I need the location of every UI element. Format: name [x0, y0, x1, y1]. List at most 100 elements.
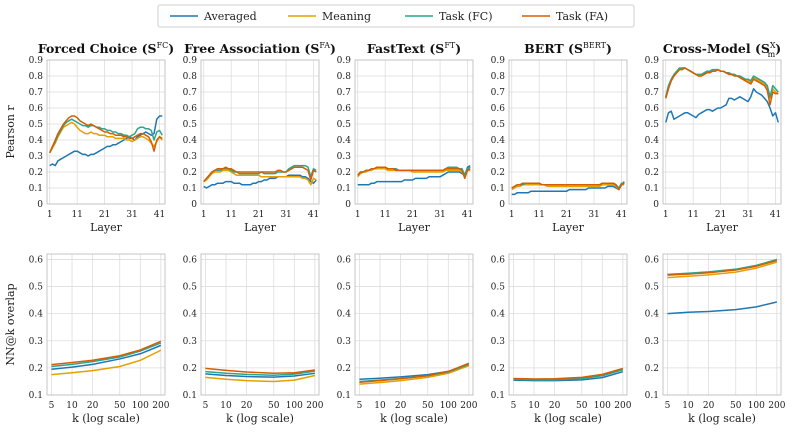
x-tick-label: 50	[576, 401, 588, 411]
x-tick-label: 5	[665, 401, 671, 411]
series-line-task-fa	[357, 166, 471, 180]
x-tick-label: 20	[87, 401, 99, 411]
x-tick-label: 200	[768, 401, 785, 411]
y-tick-label: 0.5	[29, 283, 44, 293]
panel-knn-3: 0.1 0.2 0.3 0.4 0.5 0.6 5 10 20 50 100 200 k (log sc…	[337, 253, 478, 425]
y-axis-label: Pearson r	[4, 105, 17, 159]
x-tick-label: 200	[460, 401, 477, 411]
axes-frame	[508, 59, 628, 205]
x-tick-label: 31	[434, 210, 445, 220]
y-tick-label: 0.6	[337, 255, 352, 265]
y-tick-label: 0.2	[337, 364, 351, 374]
y-tick-label: 0.4	[491, 310, 506, 320]
y-tick-label: 0.8	[491, 72, 506, 82]
x-tick-label: 50	[114, 401, 126, 411]
y-tick-label: 0.5	[29, 120, 44, 130]
axes-frame	[200, 59, 320, 205]
x-tick-label: 31	[742, 210, 753, 220]
y-tick-label: 0.4	[29, 310, 44, 320]
x-tick-label: 100	[440, 401, 457, 411]
y-tick-label: 0.9	[645, 56, 660, 66]
x-tick-label: 100	[132, 401, 149, 411]
y-tick-label: 0.6	[645, 104, 660, 114]
x-tick-label: 10	[374, 401, 386, 411]
x-axis-label: k (log scale)	[534, 412, 602, 425]
x-tick-label: 41	[770, 210, 781, 220]
panel-knn-2: 0.1 0.2 0.3 0.4 0.5 0.6 5 10 20 50 100 200 k (log sc…	[183, 253, 324, 425]
series-line-task-fc	[49, 118, 163, 154]
legend-frame	[157, 4, 635, 28]
series-line-task-fa	[665, 67, 779, 106]
series-line-meaning	[667, 261, 778, 279]
panel-layer-3: 00.10.20.30.40.50.60.70.80.91 11 21 31 41Lay…	[337, 41, 474, 234]
y-tick-label: 0.7	[183, 88, 198, 98]
x-tick-label: 1	[355, 210, 361, 220]
series-line-task-fc	[51, 342, 162, 368]
y-tick-label: 0.4	[645, 310, 660, 320]
legend-label: Task (FA)	[556, 10, 608, 23]
x-tick-label: 31	[588, 210, 599, 220]
y-tick-label: 0.6	[337, 104, 352, 114]
x-tick-label: 1	[663, 210, 669, 220]
x-tick-label: 10	[220, 401, 232, 411]
y-tick-label: 0.1	[645, 391, 659, 401]
legend-item: Meaning	[288, 10, 371, 23]
axes-frame	[46, 253, 166, 396]
y-tick-label: 0.1	[29, 184, 43, 194]
y-tick-label: 0.3	[337, 337, 352, 347]
x-tick-label: 20	[549, 401, 561, 411]
y-tick-label: 0.1	[29, 391, 43, 401]
x-tick-label: 5	[49, 401, 55, 411]
x-tick-label: 200	[614, 401, 631, 411]
x-tick-label: 11	[379, 210, 390, 220]
y-tick-label: 0.3	[29, 152, 44, 162]
x-axis-label: Layer	[706, 221, 739, 234]
y-tick-label: 0.7	[491, 88, 506, 98]
y-tick-label: 0.2	[491, 168, 505, 178]
y-tick-label: 0.2	[645, 168, 659, 178]
axes-frame	[200, 253, 320, 396]
y-tick-label: 0.4	[29, 136, 44, 146]
y-tick-label: 0.6	[29, 255, 44, 265]
y-tick-label: 0.4	[645, 136, 660, 146]
y-tick-label: 0.5	[337, 283, 352, 293]
x-tick-label: 21	[407, 210, 418, 220]
x-axis-label: Layer	[552, 221, 585, 234]
legend: Averaged Meaning Task (FC) Task (FA)	[157, 4, 635, 28]
series-line-task-fa	[205, 367, 315, 375]
y-tick-label: 0.6	[645, 255, 660, 265]
y-tick-label: 0.2	[29, 168, 43, 178]
axes-frame	[662, 59, 782, 205]
y-tick-label: 0.1	[183, 391, 197, 401]
panel-layer-2: 00.10.20.30.40.50.60.70.80.91 11 21 31 41Lay…	[183, 41, 336, 234]
y-tick-label: 0.4	[337, 310, 352, 320]
series-line-task-fa	[511, 182, 625, 191]
y-tick-label: 0.5	[491, 283, 506, 293]
y-tick-label: 0.4	[183, 310, 198, 320]
legend-label: Averaged	[203, 10, 257, 23]
y-tick-label: 0.3	[183, 152, 198, 162]
y-tick-label: 0.5	[645, 283, 660, 293]
y-tick-label: 0.3	[645, 337, 660, 347]
x-tick-label: 31	[126, 210, 137, 220]
y-tick-label: 0.2	[183, 168, 197, 178]
axes-frame	[354, 59, 474, 205]
x-tick-label: 10	[528, 401, 540, 411]
series-line-task-fa	[51, 340, 162, 366]
x-tick-label: 100	[594, 401, 611, 411]
series-line-averaged	[665, 88, 779, 123]
y-tick-label: 0.3	[491, 337, 506, 347]
y-tick-label: 0.8	[29, 72, 44, 82]
x-tick-label: 21	[715, 210, 726, 220]
y-tick-label: 0.8	[337, 72, 352, 82]
x-tick-label: 21	[99, 210, 110, 220]
x-tick-label: 11	[533, 210, 544, 220]
series-line-meaning	[511, 184, 625, 191]
series-line-meaning	[49, 121, 163, 154]
x-tick-label: 10	[66, 401, 78, 411]
y-tick-label: 0.5	[183, 120, 198, 130]
x-axis-label: k (log scale)	[688, 412, 756, 425]
series-line-meaning	[357, 168, 471, 178]
series-line-averaged	[51, 344, 162, 370]
series-line-task-fa	[49, 115, 163, 154]
